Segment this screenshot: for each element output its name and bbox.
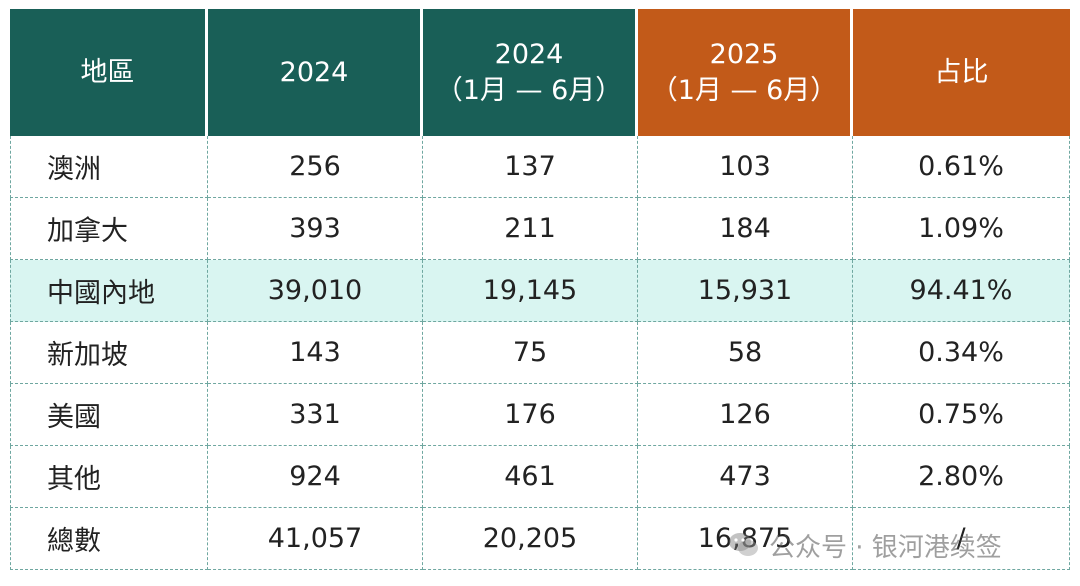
cell-2025-h1: 184 [638,198,853,260]
watermark-text: 公众号 · 银河港续签 [769,532,1002,563]
cell-2025-h1: 473 [638,446,853,508]
header-share-label: 占比 [934,56,989,88]
wechat-logo-icon [729,533,758,556]
cell-share: 0.61% [853,136,1070,198]
cell-share: 94.41% [853,260,1070,322]
cell-share: 0.75% [853,384,1070,446]
header-2025-h1-year: 2025 [709,38,779,70]
cell-region: 澳洲 [10,136,208,198]
cell-region: 美國 [10,384,208,446]
header-share: 占比 [853,9,1070,136]
cell-2024-h1: 211 [423,198,638,260]
watermark: 公众号 · 银河港续签 [727,528,1002,563]
cell-share: 2.80% [853,446,1070,508]
cell-2024: 256 [208,136,423,198]
cell-2024: 41,057 [208,508,423,570]
table-row-mainland-china: 中國內地 39,010 19,145 15,931 94.41% [10,260,1070,322]
table-row-total: 總數 41,057 20,205 16,875 / [10,508,1070,570]
cell-2025-h1: 58 [638,322,853,384]
header-2024-h1-year: 2024 [494,38,564,70]
cell-2024: 924 [208,446,423,508]
data-table-container: 地區 2024 2024 （1月 — 6月） 2025 （1月 — 6月） 占比 [10,9,1070,577]
cell-2024: 39,010 [208,260,423,322]
table-row-usa: 美國 331 176 126 0.75% [10,384,1070,446]
header-2025-h1-period: （1月 — 6月） [650,74,838,106]
cell-2025-h1: 16,875 [638,508,853,570]
cell-2025-h1: 103 [638,136,853,198]
header-region: 地區 [10,9,208,136]
cell-2025-h1: 126 [638,384,853,446]
cell-2024: 143 [208,322,423,384]
header-2024-h1-period: （1月 — 6月） [435,74,623,106]
table-row-others: 其他 924 461 473 2.80% [10,446,1070,508]
cell-region: 加拿大 [10,198,208,260]
header-row: 地區 2024 2024 （1月 — 6月） 2025 （1月 — 6月） 占比 [10,9,1070,136]
cell-region: 中國內地 [10,260,208,322]
cell-2024-h1: 75 [423,322,638,384]
data-table: 地區 2024 2024 （1月 — 6月） 2025 （1月 — 6月） 占比 [10,9,1070,570]
cell-region: 總數 [10,508,208,570]
cell-2024: 393 [208,198,423,260]
cell-2024-h1: 176 [423,384,638,446]
cell-2024-h1: 20,205 [423,508,638,570]
cell-2024-h1: 19,145 [423,260,638,322]
header-region-label: 地區 [80,56,135,88]
cell-share: / [853,508,1070,570]
cell-region: 新加坡 [10,322,208,384]
header-2024-label: 2024 [279,56,349,88]
table-row-australia: 澳洲 256 137 103 0.61% [10,136,1070,198]
cell-2024: 331 [208,384,423,446]
table-row-singapore: 新加坡 143 75 58 0.34% [10,322,1070,384]
cell-2025-h1: 15,931 [638,260,853,322]
cell-share: 1.09% [853,198,1070,260]
cell-2024-h1: 137 [423,136,638,198]
cell-share: 0.34% [853,322,1070,384]
table-row-canada: 加拿大 393 211 184 1.09% [10,198,1070,260]
header-2025-h1: 2025 （1月 — 6月） [638,9,853,136]
header-2024: 2024 [208,9,423,136]
header-2024-h1: 2024 （1月 — 6月） [423,9,638,136]
cell-2024-h1: 461 [423,446,638,508]
cell-region: 其他 [10,446,208,508]
